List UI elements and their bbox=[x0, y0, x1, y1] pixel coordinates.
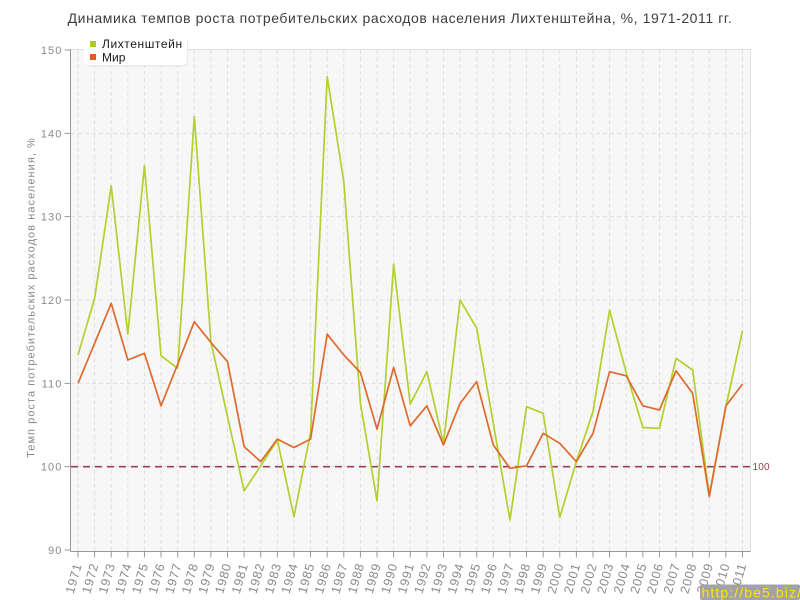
svg-text:100: 100 bbox=[753, 462, 771, 473]
svg-text:Темп роста потребительских рас: Темп роста потребительских расходов насе… bbox=[26, 137, 38, 458]
svg-text:150: 150 bbox=[41, 45, 63, 57]
svg-text:Динамика темпов роста потребит: Динамика темпов роста потребительских ра… bbox=[68, 10, 733, 26]
svg-text:100: 100 bbox=[41, 462, 63, 474]
svg-text:http://be5.biz/: http://be5.biz/ bbox=[702, 585, 800, 600]
svg-text:90: 90 bbox=[48, 545, 62, 557]
svg-text:130: 130 bbox=[41, 212, 63, 224]
svg-text:110: 110 bbox=[42, 378, 63, 390]
svg-text:120: 120 bbox=[41, 295, 63, 307]
svg-text:140: 140 bbox=[41, 128, 63, 140]
svg-text:Мир: Мир bbox=[102, 51, 126, 65]
svg-text:Лихтенштейн: Лихтенштейн bbox=[102, 37, 183, 51]
